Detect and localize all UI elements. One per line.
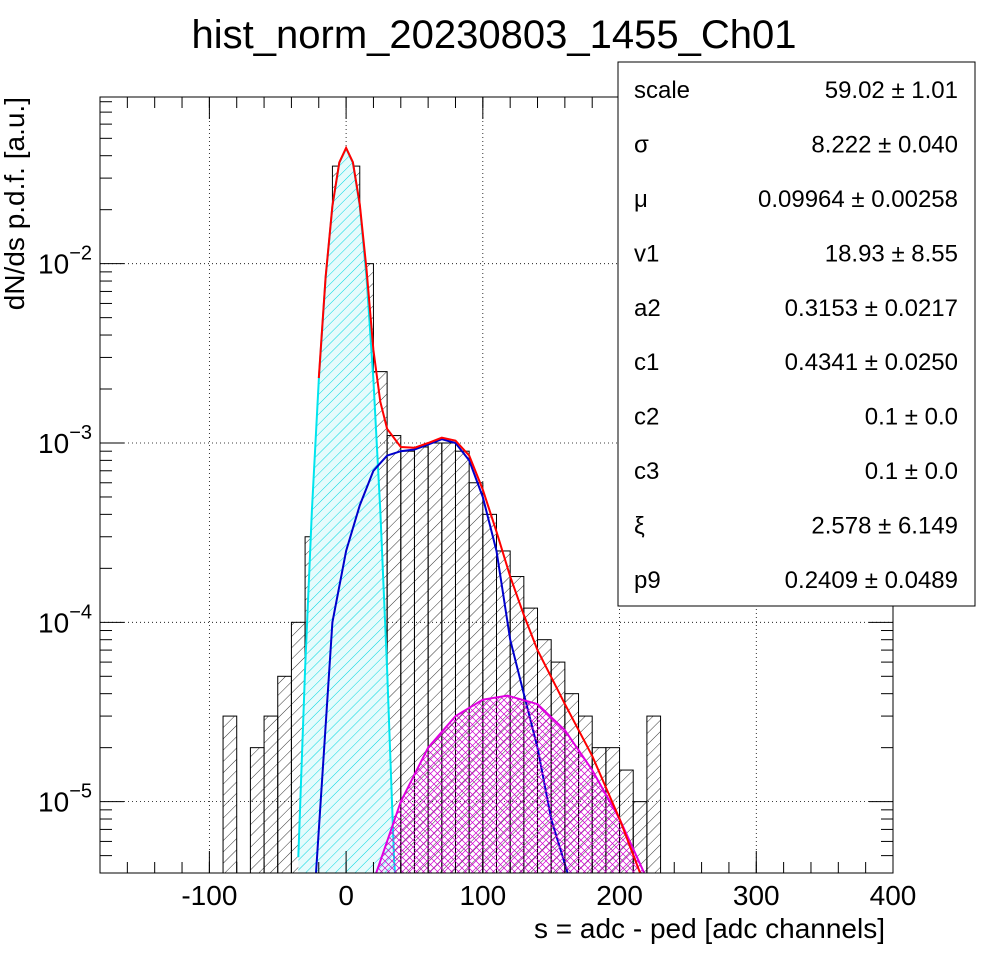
x-tick-label: 300: [733, 880, 780, 911]
stats-name: ξ: [634, 512, 645, 539]
y-tick-label: 10−4: [38, 601, 92, 638]
fit-area: [376, 695, 645, 873]
stats-name: c3: [634, 458, 659, 485]
x-tick-label: 200: [596, 880, 643, 911]
stats-value: 0.09964 ± 0.00258: [758, 186, 958, 213]
stats-name: scale: [634, 77, 690, 104]
stats-value: 0.1 ± 0.0: [865, 458, 958, 485]
stats-name: a2: [634, 295, 661, 322]
stats-value: 0.3153 ± 0.0217: [785, 295, 958, 322]
y-tick-label: 10−3: [38, 422, 92, 459]
fit-curve: [317, 145, 642, 873]
stats-name: v1: [634, 240, 659, 267]
stats-value: 18.93 ± 8.55: [825, 240, 958, 267]
stats-value: 2.578 ± 6.149: [811, 512, 958, 539]
fit-curve: [375, 694, 646, 873]
stats-value: 0.4341 ± 0.0250: [785, 349, 958, 376]
stats-name: c2: [634, 404, 659, 431]
x-tick-label: -100: [181, 880, 237, 911]
x-tick-label: 100: [459, 880, 506, 911]
stats-value: 59.02 ± 1.01: [825, 77, 958, 104]
histogram-bar: [249, 747, 265, 873]
y-axis-title: dN/ds p.d.f. [a.u.]: [0, 97, 30, 310]
stats-value: 8.222 ± 0.040: [811, 132, 958, 159]
stats-box: scale 59.02 ± 1.01 σ 8.222 ± 0.040 μ 0.09964 …: [617, 61, 976, 607]
x-tick-label: 400: [870, 880, 917, 911]
y-tick-label: 10−5: [38, 781, 92, 818]
histogram-bar: [646, 715, 662, 873]
stats-frame: [617, 61, 976, 607]
stats-name: σ: [634, 132, 649, 159]
fit-area: [298, 148, 399, 873]
chart-title: hist_norm_20230803_1455_Ch01: [192, 13, 797, 57]
stats-name: c1: [634, 349, 659, 376]
plot-area: [222, 145, 662, 873]
stats-value: 0.1 ± 0.0: [865, 404, 958, 431]
x-axis-title: s = adc - ped [adc channels]: [534, 913, 885, 944]
histogram-bar: [222, 715, 238, 873]
x-tick-label: 0: [338, 880, 354, 911]
fit-curve: [315, 438, 569, 873]
stats-name: p9: [634, 567, 661, 594]
y-tick-label: 10−2: [38, 243, 92, 280]
stats-value: 0.2409 ± 0.0489: [785, 567, 958, 594]
histogram-bar: [277, 675, 292, 873]
histogram-bar: [263, 715, 279, 873]
stats-name: μ: [634, 186, 648, 213]
